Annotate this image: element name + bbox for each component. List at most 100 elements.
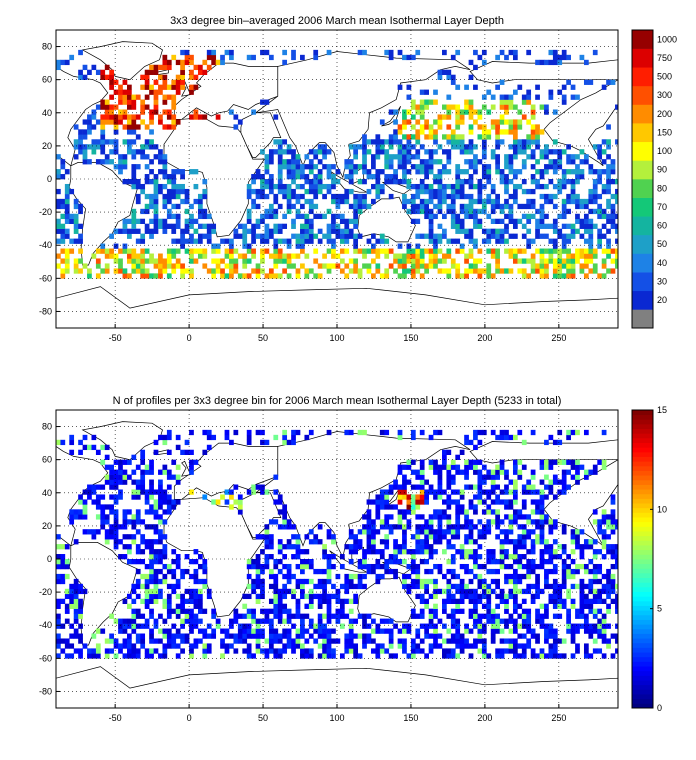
data-cell <box>428 608 434 614</box>
data-cell <box>410 608 416 614</box>
data-cell <box>371 549 376 555</box>
data-cell <box>242 243 248 249</box>
data-cell <box>481 628 487 634</box>
data-cell <box>317 593 323 600</box>
data-cell <box>473 434 478 441</box>
data-cell <box>442 253 447 259</box>
data-cell <box>95 514 101 520</box>
data-cell <box>255 598 261 604</box>
data-cell <box>512 514 518 520</box>
data-cell <box>273 563 279 570</box>
data-cell <box>557 603 563 609</box>
data-cell <box>131 598 137 604</box>
data-cell <box>495 238 500 244</box>
data-cell <box>291 164 296 170</box>
data-cell <box>415 633 421 639</box>
data-cell <box>175 213 181 220</box>
colorbar-segment <box>632 30 653 49</box>
data-cell <box>601 188 607 195</box>
data-cell <box>570 573 576 580</box>
data-cell <box>575 563 580 570</box>
data-cell <box>362 638 367 644</box>
data-cell <box>100 268 106 274</box>
data-cell <box>260 174 265 180</box>
data-cell <box>122 618 128 624</box>
data-cell <box>282 524 288 530</box>
data-cell <box>490 183 496 190</box>
data-cell <box>504 514 509 520</box>
data-cell <box>180 59 185 66</box>
data-cell <box>331 238 336 244</box>
data-cell <box>615 633 618 639</box>
data-cell <box>158 114 163 120</box>
data-cell <box>286 618 292 624</box>
data-cell <box>379 519 385 525</box>
data-cell <box>526 519 532 525</box>
data-cell <box>118 154 123 160</box>
data-cell <box>504 54 509 61</box>
data-cell <box>450 74 456 80</box>
data-cell <box>277 273 283 279</box>
data-cell <box>526 514 532 520</box>
data-cell <box>610 268 616 274</box>
data-cell <box>291 263 296 269</box>
data-cell <box>277 179 283 185</box>
data-cell <box>166 638 172 644</box>
data-cell <box>424 633 429 639</box>
data-cell <box>113 228 119 234</box>
data-cell <box>512 89 518 95</box>
data-cell <box>60 439 66 446</box>
data-cell <box>419 494 425 500</box>
data-cell <box>495 233 500 239</box>
data-cell <box>415 119 421 125</box>
data-cell <box>464 524 469 530</box>
grid-lines <box>56 410 618 708</box>
data-cell <box>473 623 478 629</box>
data-cell <box>455 499 461 505</box>
data-cell <box>521 514 527 520</box>
data-cell <box>304 434 310 441</box>
data-cell <box>433 593 438 600</box>
data-cell <box>184 268 190 274</box>
data-cell <box>490 628 496 634</box>
colorbar-segment <box>632 503 653 509</box>
data-cell <box>126 653 132 659</box>
data-cell <box>428 464 434 470</box>
data-cell <box>424 544 429 550</box>
data-cell <box>166 499 172 505</box>
data-cell <box>291 169 296 175</box>
data-cell <box>295 154 301 160</box>
data-cell <box>473 613 478 619</box>
data-cell <box>375 578 381 585</box>
data-cell <box>197 238 203 244</box>
data-cell <box>530 134 536 140</box>
data-cell <box>153 179 159 185</box>
data-cell <box>175 218 181 224</box>
data-cell <box>557 179 563 185</box>
data-cell <box>459 554 465 560</box>
data-cell <box>260 429 265 436</box>
data-cell <box>291 613 296 619</box>
data-cell <box>419 578 425 585</box>
data-cell <box>353 248 359 254</box>
data-cell <box>592 593 598 600</box>
data-cell <box>118 99 123 105</box>
data-cell <box>402 509 407 515</box>
data-cell <box>397 559 403 565</box>
data-cell <box>433 583 438 590</box>
data-cell <box>153 638 159 644</box>
data-cell <box>552 583 558 590</box>
data-cell <box>153 583 159 590</box>
data-cell <box>144 598 150 604</box>
data-cell <box>539 494 545 500</box>
colorbar-segment <box>632 141 653 161</box>
data-cell <box>566 54 571 61</box>
data-cell <box>442 193 447 200</box>
data-cell <box>459 169 465 175</box>
data-cell <box>118 494 123 500</box>
data-cell <box>308 633 314 639</box>
data-cell <box>326 628 332 634</box>
data-cell <box>202 223 208 229</box>
data-cell <box>592 183 598 190</box>
data-cell <box>384 149 390 155</box>
